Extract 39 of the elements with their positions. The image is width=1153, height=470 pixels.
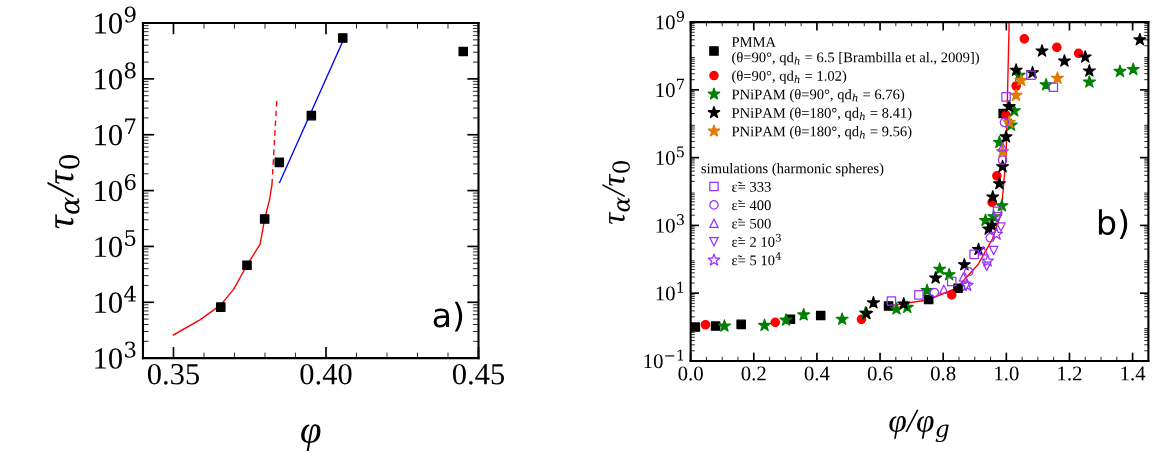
legend-label: ε̃= 333 bbox=[732, 181, 771, 192]
legend-label: ε̃= 5 10$^{4}$ bbox=[732, 252, 782, 266]
x-axis-title: φ bbox=[301, 424, 321, 451]
legend-label: PNiPAM (θ=90°, qd$_{h}$ = 6.76) bbox=[731, 88, 905, 103]
y-tick-label: 10$^{3}$ bbox=[95, 341, 136, 369]
x-tick-label: 0.2 bbox=[741, 366, 766, 381]
x-tick-label: 1.4 bbox=[1121, 366, 1146, 381]
y-tick-label: 10$^{8}$ bbox=[95, 62, 136, 90]
y-axis-title: τ$_{α}$/τ$_{0}$ bbox=[47, 155, 80, 229]
x-tick-label: 0.45 bbox=[452, 363, 505, 385]
x-tick-label: 1.2 bbox=[1058, 366, 1082, 381]
x-tick-label: 0.35 bbox=[147, 363, 200, 385]
legend-label: PNiPAM (θ=180°, qd$_{h}$ = 9.56) bbox=[731, 126, 912, 140]
y-tick-label: 10$^{1}$ bbox=[656, 281, 683, 301]
legend-label: PMMA (θ=90°, qd$_{h}$ = 6.5 [Brambilla et al., 2009]) bbox=[731, 37, 980, 66]
legend-label: (θ=90°, qd$_{h}$ = 1.02) bbox=[732, 70, 847, 84]
y-tick-label: 10$^{9}$ bbox=[95, 6, 136, 34]
legend-label: ε̃= 2 10$^{3}$ bbox=[732, 233, 781, 247]
x-axis-title: φ/φ$_{g}$ bbox=[889, 409, 949, 443]
annotation: b) bbox=[1098, 209, 1128, 240]
y-tick-label: 10$^{7}$ bbox=[656, 78, 684, 98]
y-tick-label: 10$^{9}$ bbox=[656, 10, 685, 30]
x-tick-label: 0.8 bbox=[930, 366, 956, 381]
y-tick-label: 10$^{5}$ bbox=[95, 230, 136, 258]
y-tick-label: 10$^{3}$ bbox=[656, 214, 684, 233]
x-tick-label: 1.0 bbox=[995, 366, 1019, 381]
legend-title: simulations (harmonic spheres) bbox=[701, 163, 884, 177]
y-tick-label: 10$^{4}$ bbox=[95, 285, 136, 313]
x-tick-label: 0.6 bbox=[867, 366, 893, 381]
x-tick-label: 0.40 bbox=[300, 363, 352, 385]
y-axis-title: τ$_{α}$/τ$_{0}$ bbox=[602, 161, 630, 224]
y-tick-label: 10$^{7}$ bbox=[95, 118, 136, 146]
y-tick-label: 10$^{5}$ bbox=[656, 146, 684, 165]
y-tick-label: 10$^{6}$ bbox=[95, 173, 136, 202]
legend-label: ε̃= 500 bbox=[732, 218, 771, 229]
annotation: a) bbox=[433, 301, 463, 332]
legend-label: PNiPAM (θ=180°, qd$_{h}$ = 8.41) bbox=[731, 107, 912, 121]
x-tick-label: 0.4 bbox=[804, 366, 830, 381]
legend-label: ε̃= 400 bbox=[732, 200, 771, 211]
